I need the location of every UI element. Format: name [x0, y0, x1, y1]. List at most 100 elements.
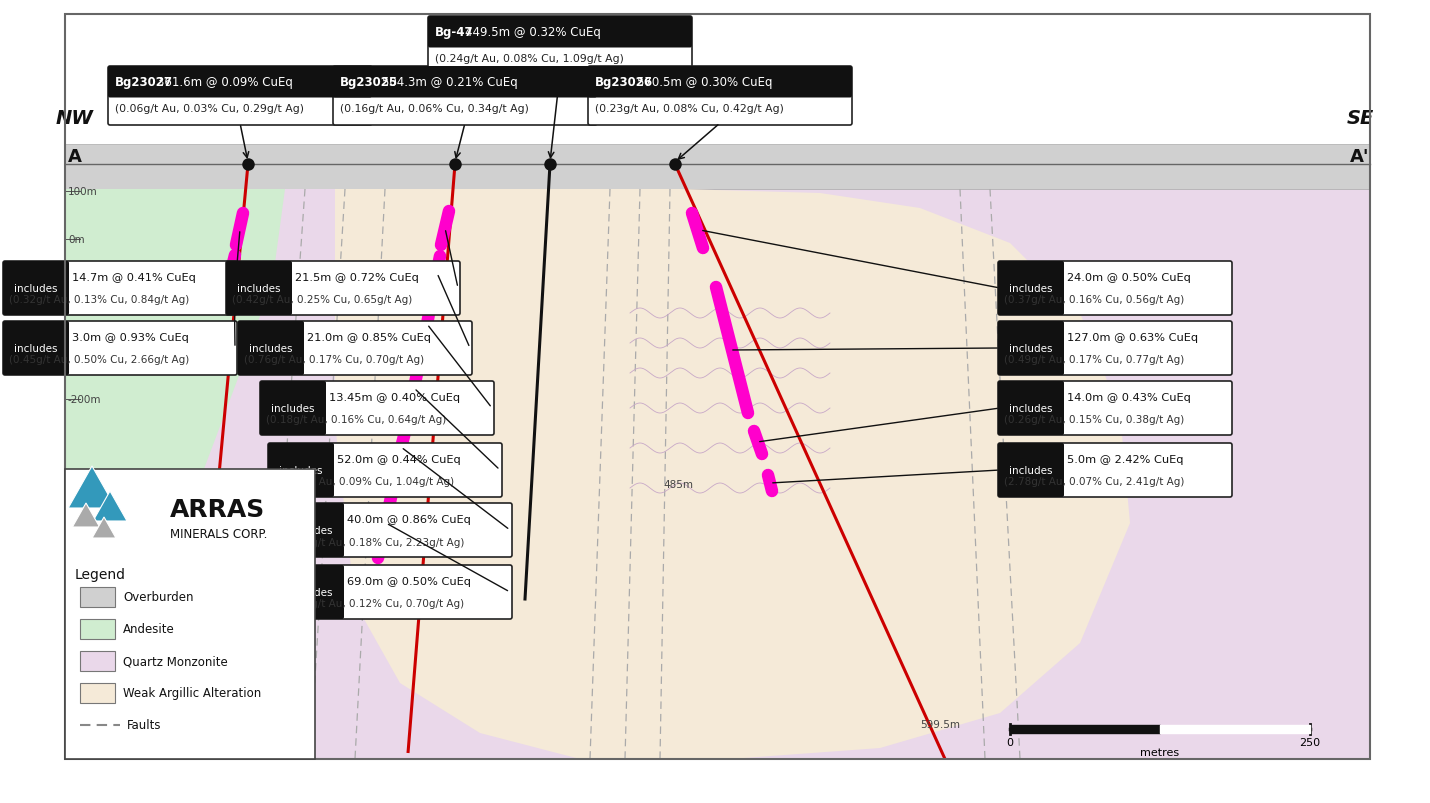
Polygon shape — [64, 145, 1370, 190]
Text: (0.62g/t Au, 0.18% Cu, 2.23g/t Ag): (0.62g/t Au, 0.18% Cu, 2.23g/t Ag) — [285, 537, 465, 547]
Text: Bg-47: Bg-47 — [435, 26, 473, 39]
Text: 485m: 485m — [664, 479, 694, 489]
Text: includes: includes — [279, 466, 323, 475]
Text: Bg23026: Bg23026 — [595, 76, 654, 89]
FancyBboxPatch shape — [3, 262, 69, 316]
Text: includes: includes — [237, 283, 280, 294]
Text: includes: includes — [1010, 466, 1052, 475]
FancyBboxPatch shape — [3, 321, 237, 376]
FancyBboxPatch shape — [226, 262, 460, 316]
Text: 449.5m @ 0.32% CuEq: 449.5m @ 0.32% CuEq — [465, 26, 601, 39]
Text: (0.06g/t Au, 0.03% Cu, 0.29g/t Ag): (0.06g/t Au, 0.03% Cu, 0.29g/t Ag) — [114, 104, 305, 114]
Text: 14.7m @ 0.41% CuEq: 14.7m @ 0.41% CuEq — [72, 273, 196, 283]
Text: -300m: -300m — [69, 484, 102, 495]
Text: 0: 0 — [1007, 737, 1014, 747]
Text: 100m: 100m — [69, 187, 97, 197]
Bar — [80, 587, 114, 607]
Text: NW: NW — [56, 109, 94, 128]
Text: (0.32g/t Au, 0.13% Cu, 0.84g/t Ag): (0.32g/t Au, 0.13% Cu, 0.84g/t Ag) — [9, 296, 189, 305]
Polygon shape — [93, 491, 127, 521]
Text: Bg23027: Bg23027 — [114, 76, 173, 89]
Text: (0.18g/t Au, 0.16% Cu, 0.64g/t Ag): (0.18g/t Au, 0.16% Cu, 0.64g/t Ag) — [266, 415, 446, 425]
Text: 52.0m @ 0.44% CuEq: 52.0m @ 0.44% CuEq — [337, 454, 460, 464]
FancyBboxPatch shape — [998, 321, 1064, 376]
FancyBboxPatch shape — [277, 565, 345, 619]
FancyBboxPatch shape — [260, 381, 326, 435]
Text: includes: includes — [14, 283, 57, 294]
Text: ARRAS: ARRAS — [170, 497, 265, 521]
Bar — [80, 651, 114, 671]
Text: includes: includes — [289, 525, 333, 536]
FancyBboxPatch shape — [267, 443, 502, 497]
FancyBboxPatch shape — [998, 381, 1233, 435]
Polygon shape — [330, 190, 1130, 759]
Polygon shape — [73, 503, 100, 528]
Text: 0m: 0m — [69, 234, 84, 245]
Text: MINERALS CORP.: MINERALS CORP. — [170, 528, 267, 541]
FancyBboxPatch shape — [237, 321, 305, 376]
Text: -200m: -200m — [69, 394, 102, 405]
FancyBboxPatch shape — [998, 381, 1064, 435]
Text: 69.0m @ 0.50% CuEq: 69.0m @ 0.50% CuEq — [347, 577, 470, 586]
Text: (0.39g/t Au, 0.12% Cu, 0.70g/t Ag): (0.39g/t Au, 0.12% Cu, 0.70g/t Ag) — [285, 599, 465, 609]
Text: 127.0m @ 0.63% CuEq: 127.0m @ 0.63% CuEq — [1067, 332, 1198, 343]
Text: includes: includes — [272, 403, 315, 414]
Text: 40.0m @ 0.86% CuEq: 40.0m @ 0.86% CuEq — [347, 515, 470, 524]
Text: 391.4m: 391.4m — [420, 419, 460, 430]
Text: Quartz Monzonite: Quartz Monzonite — [123, 654, 227, 667]
Text: 5.0m @ 2.42% CuEq: 5.0m @ 2.42% CuEq — [1067, 454, 1184, 464]
Text: (0.76g/t Au, 0.17% Cu, 0.70g/t Ag): (0.76g/t Au, 0.17% Cu, 0.70g/t Ag) — [245, 355, 425, 365]
Text: -100m: -100m — [69, 304, 102, 315]
Text: Andesite: Andesite — [123, 622, 174, 636]
FancyBboxPatch shape — [998, 262, 1233, 316]
Polygon shape — [69, 467, 116, 508]
FancyBboxPatch shape — [109, 67, 372, 99]
Text: (0.39g/t Au, 0.09% Cu, 1.04g/t Ag): (0.39g/t Au, 0.09% Cu, 1.04g/t Ag) — [275, 477, 455, 487]
FancyBboxPatch shape — [277, 503, 512, 557]
Text: SE: SE — [1346, 109, 1374, 128]
Text: A': A' — [1350, 148, 1370, 165]
Text: 504.3m @ 0.21% CuEq: 504.3m @ 0.21% CuEq — [382, 76, 518, 89]
Text: (0.24g/t Au, 0.08% Cu, 1.09g/t Ag): (0.24g/t Au, 0.08% Cu, 1.09g/t Ag) — [435, 54, 623, 64]
Polygon shape — [64, 190, 290, 618]
Text: Faults: Faults — [127, 719, 162, 732]
Text: (0.37g/t Au, 0.16% Cu, 0.56g/t Ag): (0.37g/t Au, 0.16% Cu, 0.56g/t Ag) — [1004, 296, 1184, 305]
Text: includes: includes — [249, 344, 293, 353]
FancyBboxPatch shape — [588, 67, 852, 126]
Text: includes: includes — [1010, 344, 1052, 353]
FancyBboxPatch shape — [277, 565, 512, 619]
FancyBboxPatch shape — [428, 17, 692, 76]
Bar — [80, 683, 114, 703]
Text: (0.16g/t Au, 0.06% Cu, 0.34g/t Ag): (0.16g/t Au, 0.06% Cu, 0.34g/t Ag) — [340, 104, 529, 114]
Text: (0.45g/t Au, 0.50% Cu, 2.66g/t Ag): (0.45g/t Au, 0.50% Cu, 2.66g/t Ag) — [9, 355, 189, 365]
Text: 3.0m @ 0.93% CuEq: 3.0m @ 0.93% CuEq — [72, 332, 189, 343]
Text: 14.0m @ 0.43% CuEq: 14.0m @ 0.43% CuEq — [1067, 393, 1191, 402]
Text: (0.49g/t Au, 0.17% Cu, 0.77g/t Ag): (0.49g/t Au, 0.17% Cu, 0.77g/t Ag) — [1004, 355, 1184, 365]
Text: 570.5m @ 0.30% CuEq: 570.5m @ 0.30% CuEq — [636, 76, 772, 89]
Bar — [80, 619, 114, 639]
Text: 250: 250 — [1300, 737, 1320, 747]
FancyBboxPatch shape — [267, 443, 335, 497]
Text: 21.0m @ 0.85% CuEq: 21.0m @ 0.85% CuEq — [307, 332, 430, 343]
Text: 21.5m @ 0.72% CuEq: 21.5m @ 0.72% CuEq — [295, 273, 419, 283]
Text: Overburden: Overburden — [123, 591, 193, 604]
FancyBboxPatch shape — [226, 262, 292, 316]
Text: A: A — [69, 148, 82, 165]
Text: (0.23g/t Au, 0.08% Cu, 0.42g/t Ag): (0.23g/t Au, 0.08% Cu, 0.42g/t Ag) — [595, 104, 784, 114]
FancyBboxPatch shape — [3, 321, 69, 376]
Text: 361.6m @ 0.09% CuEq: 361.6m @ 0.09% CuEq — [157, 76, 293, 89]
Text: includes: includes — [1010, 403, 1052, 414]
Text: Bg23025: Bg23025 — [340, 76, 398, 89]
Text: 13.45m @ 0.40% CuEq: 13.45m @ 0.40% CuEq — [329, 393, 460, 402]
Text: (0.42g/t Au, 0.25% Cu, 0.65g/t Ag): (0.42g/t Au, 0.25% Cu, 0.65g/t Ag) — [232, 296, 412, 305]
Text: 599.5m: 599.5m — [919, 719, 960, 729]
Polygon shape — [64, 190, 1370, 759]
Bar — [64, 470, 315, 759]
Text: includes: includes — [289, 587, 333, 597]
Text: (0.26g/t Au, 0.15% Cu, 0.38g/t Ag): (0.26g/t Au, 0.15% Cu, 0.38g/t Ag) — [1004, 415, 1184, 425]
FancyBboxPatch shape — [998, 262, 1064, 316]
Text: metres: metres — [1141, 747, 1180, 757]
FancyBboxPatch shape — [260, 381, 493, 435]
Polygon shape — [92, 517, 116, 538]
Text: Weak Argillic Alteration: Weak Argillic Alteration — [123, 687, 262, 699]
